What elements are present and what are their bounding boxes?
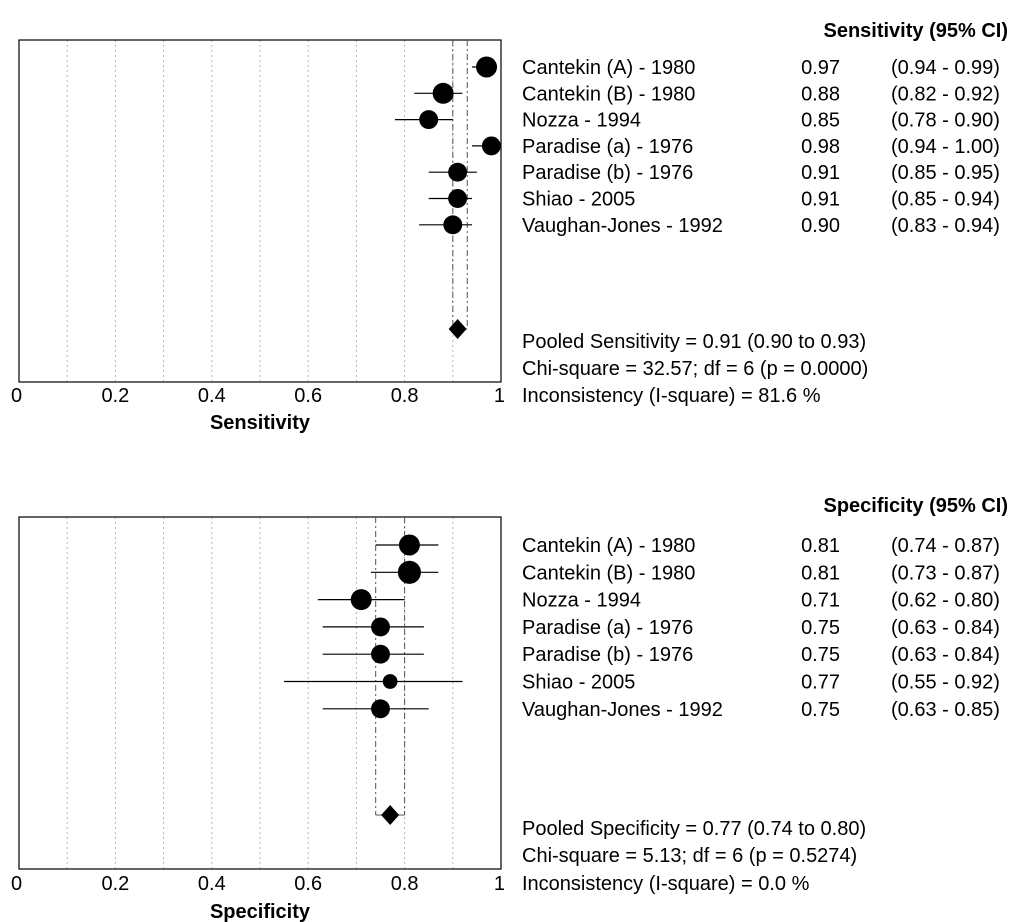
study-ci-label: (0.78 - 0.90) [891,110,1000,132]
study-estimate: 0.91 [801,162,840,184]
study-ci-label: (0.62 - 0.80) [891,590,1000,612]
study-name: Paradise (b) - 1976 [522,644,693,666]
study-name: Cantekin (B) - 1980 [522,562,695,584]
pooled-stat-line: Pooled Specificity = 0.77 (0.74 to 0.80) [522,818,866,840]
study-name: Paradise (b) - 1976 [522,162,693,184]
study-ci-label: (0.63 - 0.85) [891,699,1000,721]
pooled-stat-line: Inconsistency (I-square) = 81.6 % [522,385,821,407]
pooled-stat-line: Inconsistency (I-square) = 0.0 % [522,873,810,895]
x-tick-label: 0.4 [198,873,226,895]
study-estimate: 0.75 [801,644,840,666]
x-tick-label: 0.4 [198,385,226,407]
pooled-diamond [381,805,400,825]
study-point [350,589,372,611]
study-estimate: 0.91 [801,189,840,211]
study-point [371,617,390,637]
study-ci-label: (0.74 - 0.87) [891,535,1000,557]
study-estimate: 0.81 [801,535,840,557]
study-name: Cantekin (A) - 1980 [522,57,695,79]
study-ci-label: (0.94 - 0.99) [891,57,1000,79]
study-ci-label: (0.82 - 0.92) [891,83,1000,105]
column-header: Sensitivity (95% CI) [823,20,1008,42]
x-tick-label: 0.6 [294,385,322,407]
x-tick-label: 0.8 [391,873,419,895]
study-point [398,534,420,556]
study-estimate: 0.81 [801,562,840,584]
x-axis-label: Specificity [210,901,311,922]
study-estimate: 0.98 [801,136,840,158]
study-ci-label: (0.94 - 1.00) [891,136,1000,158]
pooled-stat-line: Chi-square = 5.13; df = 6 (p = 0.5274) [522,845,857,867]
forest-panel-specificity: Cantekin (A) - 1980 0.81 (0.74 - 0.87)Cant… [11,495,1008,922]
study-point [448,162,468,182]
study-point [371,699,390,719]
study-name: Vaughan-Jones - 1992 [522,699,723,721]
study-name: Shiao - 2005 [522,189,635,211]
study-ci-label: (0.73 - 0.87) [891,562,1000,584]
study-name: Shiao - 2005 [522,672,635,694]
study-name: Nozza - 1994 [522,110,641,132]
study-name: Paradise (a) - 1976 [522,617,693,639]
plot-frame [18,39,502,383]
study-estimate: 0.85 [801,110,840,132]
study-name: Cantekin (A) - 1980 [522,535,695,557]
study-point [397,560,421,584]
study-ci-label: (0.55 - 0.92) [891,672,1000,694]
study-name: Paradise (a) - 1976 [522,136,693,158]
study-name: Nozza - 1994 [522,590,641,612]
x-tick-label: 1 [494,873,505,895]
plot-frame [18,516,502,870]
pooled-stat-line: Chi-square = 32.57; df = 6 (p = 0.0000) [522,358,868,380]
study-estimate: 0.88 [801,83,840,105]
study-estimate: 0.97 [801,57,840,79]
study-estimate: 0.75 [801,617,840,639]
x-tick-label: 0.6 [294,873,322,895]
column-header: Specificity (95% CI) [823,495,1008,517]
study-point [432,82,454,104]
pooled-diamond [448,319,467,339]
pooled-stat-line: Pooled Sensitivity = 0.91 (0.90 to 0.93) [522,331,866,353]
study-ci-label: (0.85 - 0.95) [891,162,1000,184]
x-tick-label: 0.2 [101,873,129,895]
study-name: Vaughan-Jones - 1992 [522,215,723,237]
x-tick-label: 0 [11,873,22,895]
x-tick-label: 1 [494,385,505,407]
study-point [476,56,498,78]
x-tick-label: 0.8 [391,385,419,407]
study-estimate: 0.75 [801,699,840,721]
x-tick-label: 0 [11,385,22,407]
study-point [371,644,390,664]
study-point [443,215,463,235]
study-point [448,189,468,208]
study-estimate: 0.71 [801,590,840,612]
study-point [382,674,398,689]
forest-panel-sensitivity: Cantekin (A) - 1980 0.97 (0.94 - 0.99) Cant… [11,20,1008,434]
study-ci-label: (0.63 - 0.84) [891,617,1000,639]
study-ci-label: (0.63 - 0.84) [891,644,1000,666]
x-axis-label: Sensitivity [210,412,311,434]
study-ci-label: (0.83 - 0.94) [891,215,1000,237]
study-point [481,136,501,156]
study-name: Cantekin (B) - 1980 [522,83,695,105]
study-estimate: 0.90 [801,215,840,237]
x-tick-label: 0.2 [101,385,129,407]
study-point [419,110,439,130]
study-estimate: 0.77 [801,672,840,694]
study-ci-label: (0.85 - 0.94) [891,189,1000,211]
